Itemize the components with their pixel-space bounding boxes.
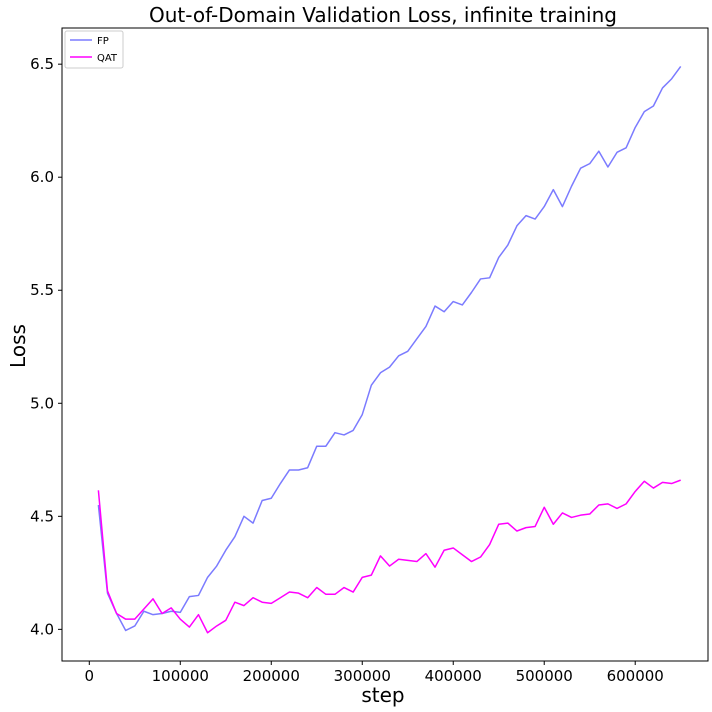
y-tick-label: 6.0: [30, 168, 54, 186]
series-line-fp: [97, 65, 682, 632]
y-tick-label: 4.5: [30, 507, 54, 525]
x-axis-label: step: [361, 683, 404, 707]
legend-label-qat: QAT: [97, 53, 118, 64]
x-tick-label: 0: [85, 667, 95, 685]
x-tick-label: 400000: [425, 667, 482, 685]
legend: FP QAT: [64, 30, 124, 69]
y-tick-label: 6.5: [30, 55, 54, 73]
y-tick-label: 5.5: [30, 281, 54, 299]
plot-area: [61, 27, 709, 662]
x-tick-label: 200000: [243, 667, 300, 685]
series-line-qat: [97, 479, 681, 634]
x-tick-label: 500000: [516, 667, 573, 685]
series-lines: [97, 65, 682, 634]
x-tick-label: 600000: [607, 667, 664, 685]
chart-title: Out-of-Domain Validation Loss, infinite …: [149, 3, 617, 27]
legend-label-fp: FP: [97, 36, 109, 47]
y-tick-label: 4.0: [30, 620, 54, 638]
y-axis-label: Loss: [6, 324, 30, 368]
x-axis: 0 100000 200000 300000 400000 500000 600000: [85, 661, 664, 685]
plot-frame: [61, 27, 709, 662]
x-tick-label: 300000: [334, 667, 391, 685]
y-axis: 4.0 4.5 5.0 5.5 6.0 6.5: [30, 55, 62, 638]
x-tick-label: 100000: [152, 667, 209, 685]
y-tick-label: 5.0: [30, 394, 54, 412]
